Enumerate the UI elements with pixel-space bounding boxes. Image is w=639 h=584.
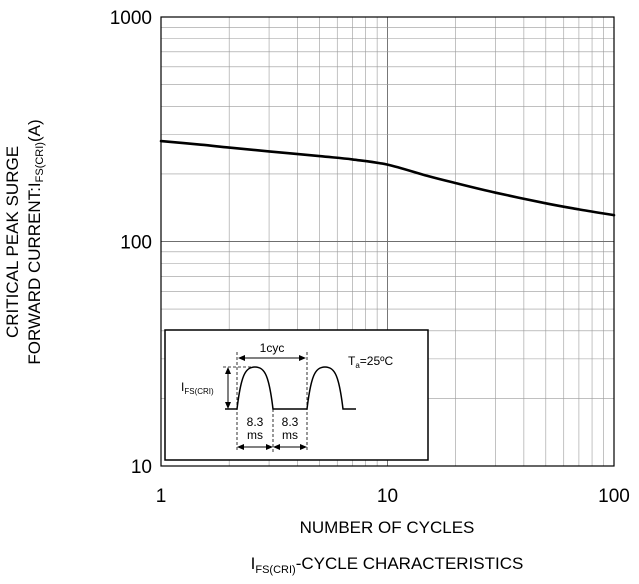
amplitude-arrow-head-top <box>225 367 231 374</box>
x-tick-label: 10 <box>377 486 398 507</box>
waveform-inset: 1cyc IFS(CRI) Ta=25ºC 8.3 ms 8.3 ms <box>164 329 429 461</box>
amplitude-label-main: I <box>181 380 184 394</box>
inset-box <box>164 329 429 461</box>
y-axis-title-line2: FORWARD CURRENT:IFS(CRI)(A) <box>25 119 46 364</box>
x-axis-title: NUMBER OF CYCLES <box>300 518 475 537</box>
y-tick-label: 100 <box>120 233 152 254</box>
period-label-2-value: 8.3 <box>282 415 299 429</box>
amplitude-label-sub: FS(CRI) <box>184 387 214 396</box>
temperature-label: Ta=25ºC <box>348 354 394 370</box>
cycle-arrow-head-right <box>299 355 306 361</box>
temperature-label-sub: a <box>355 361 360 370</box>
y-axis-title: CRITICAL PEAK SURGE FORWARD CURRENT:IFS(… <box>3 119 46 364</box>
caption-sub: FS(CRI) <box>255 564 295 576</box>
period-arrow-1-head-right <box>266 444 273 450</box>
y-tick-label: 10 <box>131 457 152 478</box>
y-axis-title-line1: CRITICAL PEAK SURGE <box>3 146 22 338</box>
caption-main: I <box>251 554 256 573</box>
x-tick-label: 1 <box>156 486 167 507</box>
amplitude-arrow-head-bottom <box>225 402 231 409</box>
cycle-label: 1cyc <box>260 341 285 355</box>
y-axis-title-main: FORWARD CURRENT:I <box>25 182 44 364</box>
chart-caption: IFS(CRI)-CYCLE CHARACTERISTICS <box>251 554 524 576</box>
grid-lines <box>161 17 614 466</box>
amplitude-label: IFS(CRI) <box>181 380 214 396</box>
cycle-arrow-head-left <box>238 355 245 361</box>
x-tick-label: 100 <box>598 486 630 507</box>
caption-rest: -CYCLE CHARACTERISTICS <box>296 554 524 573</box>
temperature-label-main: T <box>348 354 356 368</box>
period-arrow-1-head-left <box>237 444 244 450</box>
y-axis-title-unit: (A) <box>25 119 44 142</box>
plot-frame <box>160 16 615 467</box>
period-arrow-2-head-right <box>300 444 307 450</box>
period-label-1-value: 8.3 <box>247 415 264 429</box>
y-tick-label: 1000 <box>110 8 152 29</box>
waveform-line <box>225 366 356 410</box>
period-label-1-unit: ms <box>247 428 263 442</box>
series-line <box>159 139 616 217</box>
y-axis-title-sub: FS(CRI) <box>34 142 46 182</box>
period-arrow-2-head-left <box>273 444 280 450</box>
period-label-2-unit: ms <box>282 428 298 442</box>
temperature-label-rest: =25ºC <box>360 354 394 368</box>
series-layer <box>159 139 616 217</box>
